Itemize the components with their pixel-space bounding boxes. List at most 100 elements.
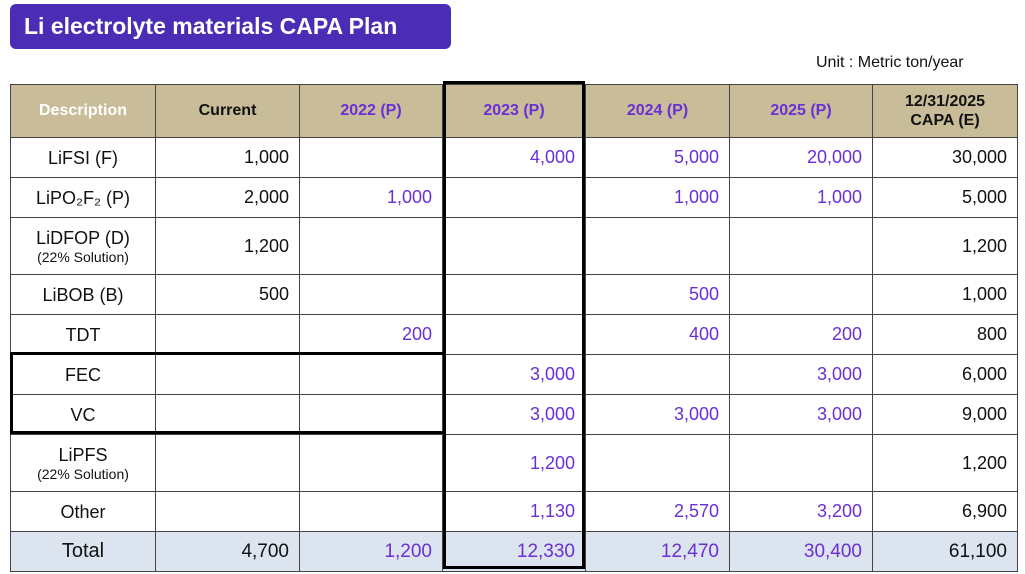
cell-current <box>155 491 300 532</box>
row-label-main: LiPFS <box>58 445 108 465</box>
cell-y2022 <box>299 434 443 492</box>
cell-current: 1,200 <box>155 217 300 275</box>
capa-plan-table: Description Current 2022 (P) 2023 (P) 20… <box>10 84 1018 572</box>
cell-current <box>155 394 300 435</box>
row-label: TDT <box>10 314 156 355</box>
cell-y2025: 3,200 <box>729 491 873 532</box>
row-label: LiDFOP (D) (22% Solution) <box>10 217 156 275</box>
cell-y2024: 3,000 <box>585 394 730 435</box>
page-title: Li electrolyte materials CAPA Plan <box>10 4 451 49</box>
cell-capa: 9,000 <box>872 394 1018 435</box>
cell-y2023: 3,000 <box>442 354 586 395</box>
cell-y2024: 400 <box>585 314 730 355</box>
row-label-main: LiPO₂F₂ (P) <box>36 187 130 208</box>
cell-y2023 <box>442 314 586 355</box>
cell-y2022 <box>299 137 443 178</box>
table-row: Other 1,130 2,570 3,200 6,900 <box>10 491 1018 532</box>
header-capa-date: 12/31/2025 <box>904 93 986 110</box>
cell-y2022 <box>299 217 443 275</box>
table-row: LiDFOP (D) (22% Solution) 1,200 1,200 <box>10 217 1018 275</box>
cell-capa: 6,000 <box>872 354 1018 395</box>
table-row: VC 3,000 3,000 3,000 9,000 <box>10 394 1018 435</box>
cell-y2023 <box>442 274 586 315</box>
header-2024: 2024 (P) <box>585 84 730 138</box>
header-capa: 12/31/2025 CAPA (E) <box>872 84 1018 138</box>
row-label-main: TDT <box>65 324 101 345</box>
cell-capa: 1,200 <box>872 217 1018 275</box>
cell-y2023: 1,200 <box>442 434 586 492</box>
cell-current: 1,000 <box>155 137 300 178</box>
cell-y2025 <box>729 217 873 275</box>
cell-y2023: 3,000 <box>442 394 586 435</box>
cell-y2022: 1,000 <box>299 177 443 218</box>
cell-capa: 1,000 <box>872 274 1018 315</box>
cell-y2024 <box>585 217 730 275</box>
cell-capa: 1,200 <box>872 434 1018 492</box>
cell-current <box>155 314 300 355</box>
row-label: LiFSI (F) <box>10 137 156 178</box>
row-label: LiBOB (B) <box>10 274 156 315</box>
cell-capa: 5,000 <box>872 177 1018 218</box>
total-current: 4,700 <box>155 531 300 572</box>
total-label: Total <box>10 531 156 572</box>
cell-y2023: 4,000 <box>442 137 586 178</box>
table-row: LiPO₂F₂ (P) 2,000 1,000 1,000 1,000 5,000 <box>10 177 1018 218</box>
cell-current <box>155 354 300 395</box>
row-label: VC <box>10 394 156 435</box>
table-row: LiFSI (F) 1,000 4,000 5,000 20,000 30,000 <box>10 137 1018 178</box>
row-label: LiPFS (22% Solution) <box>10 434 156 492</box>
total-capa: 61,100 <box>872 531 1018 572</box>
cell-capa: 30,000 <box>872 137 1018 178</box>
row-label-main: LiBOB (B) <box>42 284 124 305</box>
header-2023: 2023 (P) <box>442 84 586 138</box>
row-label: Other <box>10 491 156 532</box>
cell-y2025: 1,000 <box>729 177 873 218</box>
total-y2023: 12,330 <box>442 531 586 572</box>
cell-current: 2,000 <box>155 177 300 218</box>
row-label: FEC <box>10 354 156 395</box>
row-label-note: (22% Solution) <box>37 249 129 265</box>
cell-y2024: 2,570 <box>585 491 730 532</box>
row-label-main: Other <box>60 501 106 522</box>
cell-y2023 <box>442 177 586 218</box>
cell-y2024 <box>585 434 730 492</box>
header-current: Current <box>155 84 300 138</box>
table-row: LiBOB (B) 500 500 1,000 <box>10 274 1018 315</box>
row-label-main: FEC <box>65 364 101 385</box>
cell-y2025: 3,000 <box>729 354 873 395</box>
cell-y2022: 200 <box>299 314 443 355</box>
table-row: FEC 3,000 3,000 6,000 <box>10 354 1018 395</box>
cell-capa: 6,900 <box>872 491 1018 532</box>
total-y2024: 12,470 <box>585 531 730 572</box>
table-row: TDT 200 400 200 800 <box>10 314 1018 355</box>
cell-y2024 <box>585 354 730 395</box>
header-row: Description Current 2022 (P) 2023 (P) 20… <box>10 84 1018 138</box>
cell-y2025: 20,000 <box>729 137 873 178</box>
row-label-main: VC <box>70 404 96 425</box>
cell-y2025 <box>729 434 873 492</box>
unit-label: Unit : Metric ton/year <box>816 54 964 71</box>
cell-y2024: 1,000 <box>585 177 730 218</box>
cell-current <box>155 434 300 492</box>
cell-y2022 <box>299 354 443 395</box>
cell-y2023 <box>442 217 586 275</box>
cell-y2022 <box>299 491 443 532</box>
header-capa-label: CAPA (E) <box>910 112 980 129</box>
cell-y2022 <box>299 274 443 315</box>
cell-y2025: 3,000 <box>729 394 873 435</box>
table-row: LiPFS (22% Solution) 1,200 1,200 <box>10 434 1018 492</box>
row-label-note: (22% Solution) <box>37 466 129 482</box>
header-2022: 2022 (P) <box>299 84 443 138</box>
header-description: Description <box>10 84 156 138</box>
cell-y2025: 200 <box>729 314 873 355</box>
cell-y2024: 5,000 <box>585 137 730 178</box>
cell-capa: 800 <box>872 314 1018 355</box>
total-y2025: 30,400 <box>729 531 873 572</box>
cell-y2024: 500 <box>585 274 730 315</box>
cell-y2025 <box>729 274 873 315</box>
row-label: LiPO₂F₂ (P) <box>10 177 156 218</box>
row-label-main: LiFSI (F) <box>48 147 118 168</box>
cell-y2023: 1,130 <box>442 491 586 532</box>
cell-y2022 <box>299 394 443 435</box>
row-label-main: LiDFOP (D) <box>36 228 130 248</box>
